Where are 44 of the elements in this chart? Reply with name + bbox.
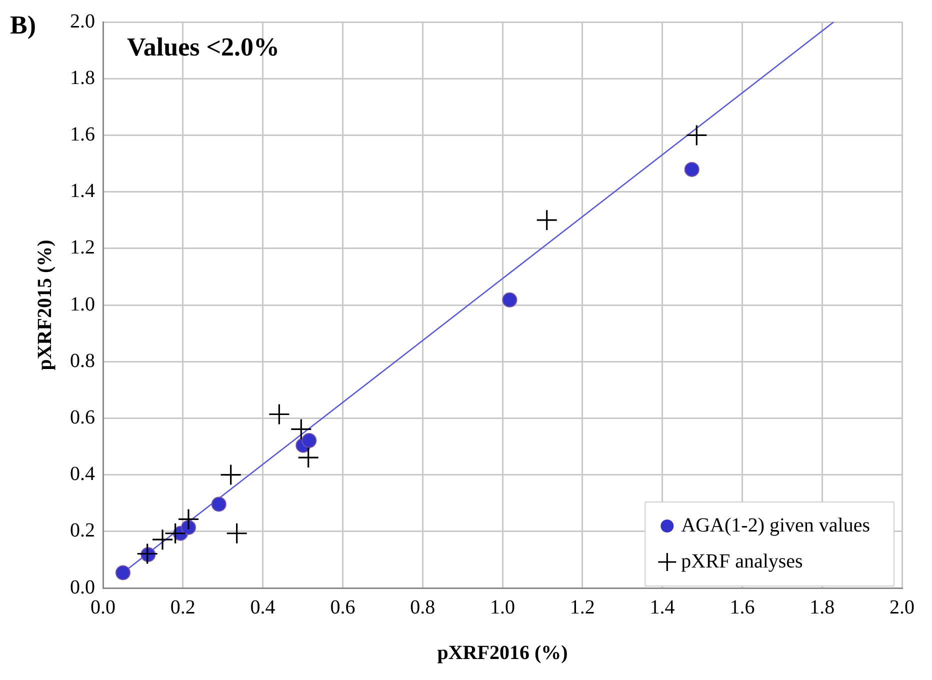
y-tick-label: 1.2 — [70, 236, 95, 259]
y-tick-label: 0.2 — [70, 520, 95, 542]
x-tick-label: 0.8 — [410, 596, 436, 618]
y-tick-label: 1.0 — [70, 293, 95, 316]
y-tick-label: 1.4 — [70, 180, 95, 202]
x-tick-label: 2.0 — [890, 596, 914, 618]
point — [684, 162, 700, 177]
x-axis-title: pXRF2016 (%) — [437, 642, 568, 664]
y-tick-label: 0.0 — [70, 576, 95, 598]
point — [302, 433, 317, 448]
text: B) — [10, 10, 36, 40]
point — [220, 464, 242, 486]
x-tick-label: 0.4 — [250, 596, 276, 618]
x-tick-label: 1.4 — [650, 596, 675, 618]
x-tick-label: 1.8 — [810, 596, 835, 618]
x-tick-label: 0.6 — [330, 596, 356, 618]
x-tick-label: 1.0 — [490, 596, 515, 618]
point — [290, 418, 312, 440]
point — [178, 508, 200, 530]
y-tick-label: 0.4 — [70, 463, 95, 486]
point — [536, 209, 558, 231]
point — [298, 446, 320, 468]
point — [115, 565, 130, 580]
point — [211, 496, 226, 512]
x-tick-label: 1.6 — [730, 596, 755, 618]
y-tick-label: 1.8 — [70, 66, 95, 89]
point — [164, 522, 186, 544]
legend-label: pXRF analyses — [681, 550, 804, 572]
legend-label: AGA(1-2) given values — [681, 514, 870, 536]
x-tick-label: 0.2 — [170, 596, 196, 618]
y-tick-label: 1.6 — [70, 123, 95, 146]
y-tick-label: 0.8 — [70, 350, 95, 372]
y-tick-label: 2.0 — [70, 10, 95, 32]
point — [502, 292, 518, 308]
x-tick-label: 0.0 — [90, 596, 116, 618]
y-axis-title: pXRF2015 (%) — [34, 240, 56, 370]
point — [152, 528, 174, 550]
y-tick-label: 0.6 — [70, 406, 95, 428]
annotation: Values <2.0% — [127, 32, 280, 62]
point — [136, 542, 158, 565]
point — [226, 522, 248, 544]
point — [268, 403, 290, 426]
x-tick-label: 1.2 — [570, 596, 595, 618]
point — [686, 124, 708, 146]
